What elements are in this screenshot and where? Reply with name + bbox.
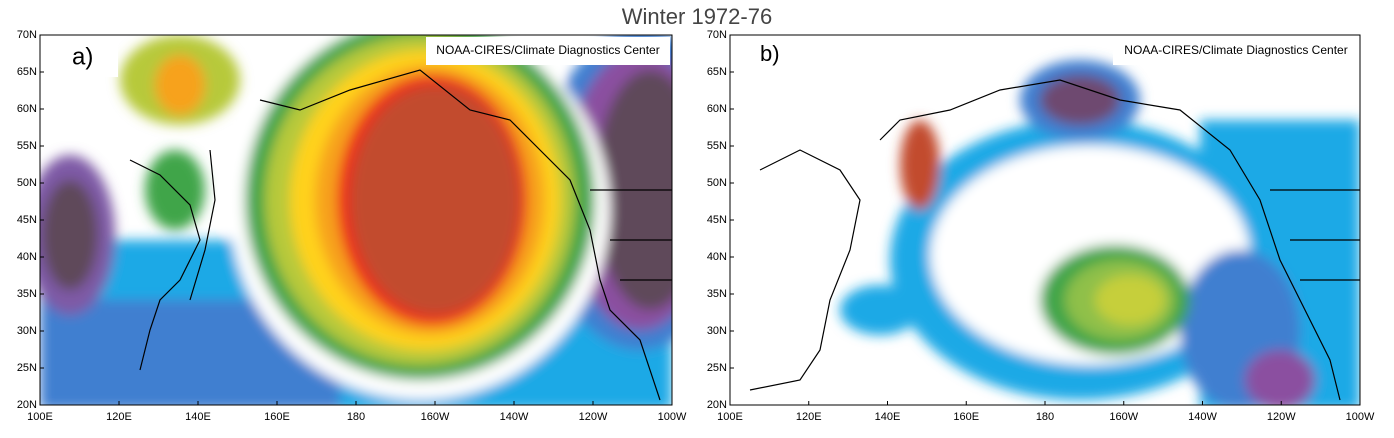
map-b [730, 35, 1360, 405]
lat-label: 65N [17, 66, 37, 78]
credit: NOAA-CIRES/Climate Diagnostics Center [1124, 43, 1347, 57]
lat-label: 60N [17, 103, 37, 115]
lon-label: 140W [500, 411, 529, 423]
lat-label: 45N [17, 214, 37, 226]
lat-label: 30N [17, 325, 37, 337]
credit-box-b [1113, 37, 1358, 65]
lat-label: 20N [707, 399, 727, 411]
lat-label: 65N [707, 66, 727, 78]
lon-label: 120E [106, 411, 132, 423]
lon-label: 120W [579, 411, 608, 423]
lon-label: 140W [1188, 411, 1217, 423]
panel-label: b) [760, 41, 780, 66]
lat-label: 50N [707, 177, 727, 189]
lat-label: 50N [17, 177, 37, 189]
lon-label: 140E [185, 411, 211, 423]
lat-label: 35N [707, 288, 727, 300]
panel-label: a) [72, 43, 93, 70]
lon-label: 180 [347, 411, 365, 423]
lat-label: 30N [707, 325, 727, 337]
lon-label: 160W [421, 411, 450, 423]
lat-label: 35N [17, 288, 37, 300]
lat-label: 60N [707, 103, 727, 115]
lat-label: 55N [707, 140, 727, 152]
lon-label: 100E [27, 411, 53, 423]
lon-label: 100W [658, 411, 687, 423]
lat-label: 40N [17, 251, 37, 263]
credit-box-a [426, 37, 670, 65]
lon-label: 180 [1036, 411, 1054, 423]
lon-label: 160W [1109, 411, 1138, 423]
credit: NOAA-CIRES/Climate Diagnostics Center [436, 43, 659, 57]
map-a [40, 35, 672, 405]
lon-label: 140E [875, 411, 901, 423]
title: Winter 1972-76 [622, 4, 772, 29]
lat-label: 20N [17, 399, 37, 411]
lat-label: 25N [707, 362, 727, 374]
lat-label: 40N [707, 251, 727, 263]
lon-label: 160E [953, 411, 979, 423]
lat-label: 55N [17, 140, 37, 152]
lon-label: 160E [264, 411, 290, 423]
lon-label: 120E [796, 411, 822, 423]
lat-label: 45N [707, 214, 727, 226]
lon-label: 100W [1346, 411, 1375, 423]
lat-label: 25N [17, 362, 37, 374]
lat-label: 70N [707, 29, 727, 41]
lat-label: 70N [17, 29, 37, 41]
lon-label: 100E [717, 411, 743, 423]
lon-label: 120W [1267, 411, 1296, 423]
label-box-a [60, 37, 118, 77]
